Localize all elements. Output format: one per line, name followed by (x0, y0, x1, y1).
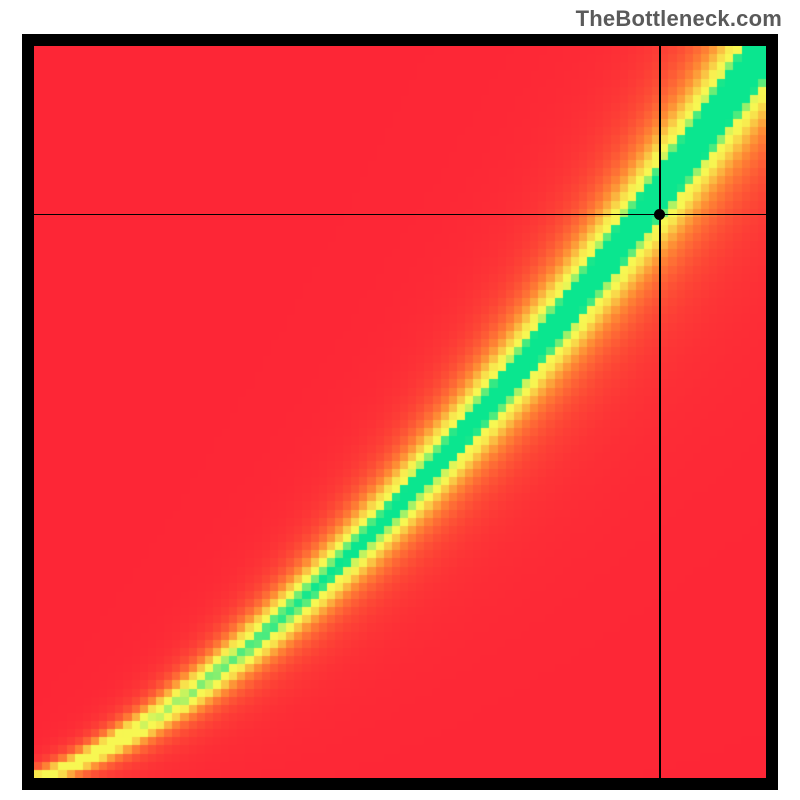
chart-frame (22, 34, 778, 790)
heatmap-container (34, 46, 766, 778)
watermark-text: TheBottleneck.com (576, 6, 782, 32)
heatmap-canvas (34, 46, 766, 778)
